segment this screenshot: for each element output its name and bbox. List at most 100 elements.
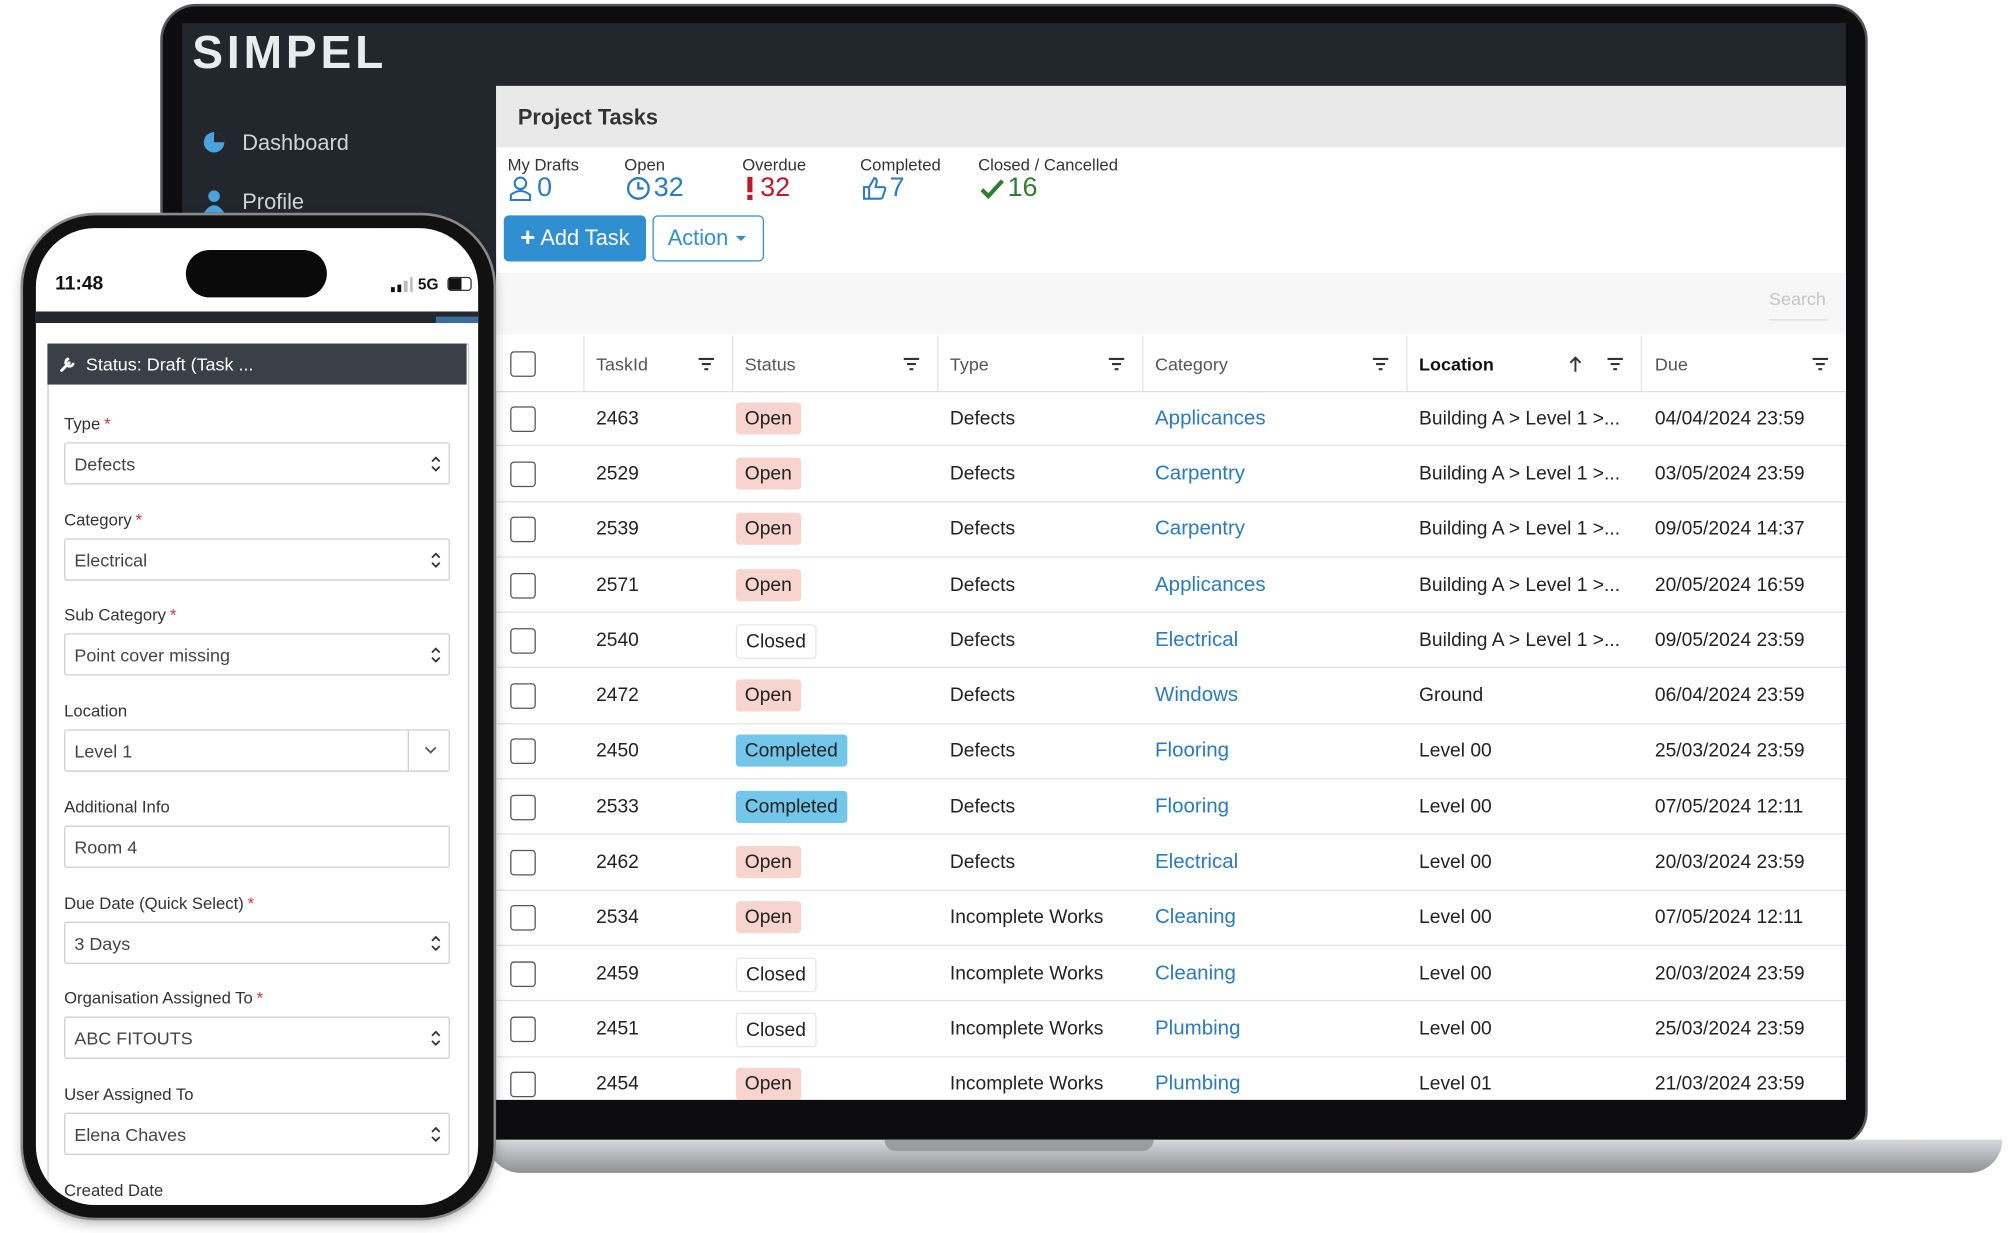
category-link[interactable]: Carpentry <box>1154 462 1246 485</box>
status-badge: Closed <box>735 957 817 992</box>
column-header[interactable]: Status <box>744 353 796 375</box>
category-link[interactable]: Flooring <box>1154 740 1230 763</box>
row-checkbox[interactable] <box>510 738 536 765</box>
table-cell: 2472 <box>596 684 639 707</box>
action-button[interactable]: Action <box>652 215 765 262</box>
table-row <box>496 446 1846 502</box>
table-cell: 09/05/2024 14:37 <box>1654 518 1805 540</box>
nav-item[interactable]: Profile <box>242 189 305 215</box>
table-row <box>496 669 1846 725</box>
row-checkbox[interactable] <box>510 683 536 710</box>
field-label: Organisation Assigned To * <box>64 989 263 1008</box>
dropdown-chevron <box>424 746 437 754</box>
row-checkbox[interactable] <box>510 572 536 599</box>
nav-item[interactable]: Dashboard <box>242 130 349 156</box>
table-cell: Defects <box>949 795 1016 818</box>
table-cell: 09/05/2024 23:59 <box>1654 629 1805 651</box>
column-separator <box>1142 335 1144 391</box>
field-input[interactable]: Elena Chaves <box>64 1112 450 1155</box>
signal-icon <box>390 276 413 293</box>
field-label: Additional Info <box>64 797 170 816</box>
table-cell: Incomplete Works <box>949 962 1104 985</box>
category-link[interactable]: Applicances <box>1154 407 1266 429</box>
status-badge: Open <box>735 568 801 601</box>
field-value: Defects <box>74 453 136 475</box>
dropdown-divider <box>407 730 409 771</box>
field-input[interactable]: 3 Days <box>64 921 450 964</box>
row-checkbox[interactable] <box>510 960 536 987</box>
row-checkbox[interactable] <box>510 627 536 654</box>
select-chevron <box>431 456 441 472</box>
category-link[interactable]: Cleaning <box>1154 906 1236 929</box>
required-mark: * <box>247 892 255 913</box>
stat-value: 32 <box>760 173 791 203</box>
category-link[interactable]: Carpentry <box>1154 518 1246 540</box>
field-input[interactable]: ABC FITOUTS <box>64 1016 450 1060</box>
category-link[interactable]: Cleaning <box>1154 962 1236 985</box>
table-row <box>496 613 1846 669</box>
column-header[interactable]: TaskId <box>596 353 648 375</box>
row-checkbox[interactable] <box>510 905 536 932</box>
table-cell: Building A > Level 1 >... <box>1419 518 1621 540</box>
required-mark: * <box>135 509 143 530</box>
field-input[interactable]: Electrical <box>64 537 450 581</box>
field-label: Created Date <box>64 1180 163 1199</box>
row-checkbox[interactable] <box>510 1071 536 1098</box>
search-input[interactable]: Search <box>1769 288 1828 321</box>
filter-icon <box>1607 357 1623 371</box>
status-badge: Open <box>735 901 801 934</box>
label-text: Created Date <box>64 1180 164 1200</box>
field-input[interactable]: Point cover missing <box>64 633 450 677</box>
table-row <box>496 891 1846 947</box>
table-row <box>496 835 1846 891</box>
column-header[interactable]: Type <box>949 353 989 375</box>
field-input[interactable]: Defects <box>64 442 450 485</box>
column-header[interactable]: Due <box>1654 353 1688 375</box>
add-task-button[interactable]: + Add Task <box>503 215 647 262</box>
row-checkbox[interactable] <box>510 405 536 432</box>
column-header[interactable]: Category <box>1154 353 1228 375</box>
table-row <box>496 724 1846 780</box>
required-mark: * <box>169 605 177 625</box>
stat-label: Overdue <box>742 155 807 175</box>
table-cell: 2534 <box>596 906 639 929</box>
row-checkbox[interactable] <box>510 849 536 876</box>
category-link[interactable]: Windows <box>1154 684 1239 707</box>
row-checkbox[interactable] <box>510 794 536 821</box>
table-cell: 20/03/2024 23:59 <box>1654 851 1805 874</box>
row-checkbox[interactable] <box>510 1016 536 1043</box>
table-cell: Defects <box>949 407 1016 429</box>
field-input[interactable]: Level 1 <box>64 729 450 772</box>
table-row <box>496 391 1846 447</box>
category-link[interactable]: Plumbing <box>1154 1017 1241 1040</box>
select-chevron <box>431 647 441 664</box>
field-label: Type * <box>64 414 110 433</box>
category-link[interactable]: Flooring <box>1154 795 1230 818</box>
phone-time: 11:48 <box>55 273 104 295</box>
field-value: Level 1 <box>74 741 133 762</box>
table-cell: 2540 <box>596 629 639 651</box>
row-checkbox[interactable] <box>510 516 536 543</box>
phone-screen: 11:48 5G Status: Draft (Task ... Type * De… <box>35 228 479 1205</box>
column-header[interactable]: Location <box>1419 353 1494 375</box>
category-link[interactable]: Plumbing <box>1154 1073 1241 1096</box>
field-input[interactable]: Room 4 <box>64 825 450 868</box>
column-separator <box>1640 335 1643 391</box>
category-link[interactable]: Applicances <box>1154 573 1266 596</box>
page-title: Project Tasks <box>517 105 658 130</box>
stat-label: Completed <box>860 155 941 175</box>
table-cell: 20/05/2024 16:59 <box>1654 573 1805 596</box>
table-cell: Incomplete Works <box>949 1017 1104 1040</box>
category-link[interactable]: Electrical <box>1154 851 1239 874</box>
table-cell: 2459 <box>596 962 639 985</box>
category-link[interactable]: Electrical <box>1154 629 1239 651</box>
label-text: Due Date (Quick Select) <box>64 892 244 913</box>
table-cell: Level 00 <box>1419 1017 1492 1040</box>
table-cell: Level 00 <box>1419 906 1492 929</box>
status-badge: Completed <box>735 735 847 768</box>
form-title: Status: Draft (Task ... <box>85 353 254 375</box>
row-checkbox[interactable] <box>510 461 536 488</box>
stat-icon <box>980 179 1004 200</box>
stat-value: 7 <box>889 173 905 203</box>
